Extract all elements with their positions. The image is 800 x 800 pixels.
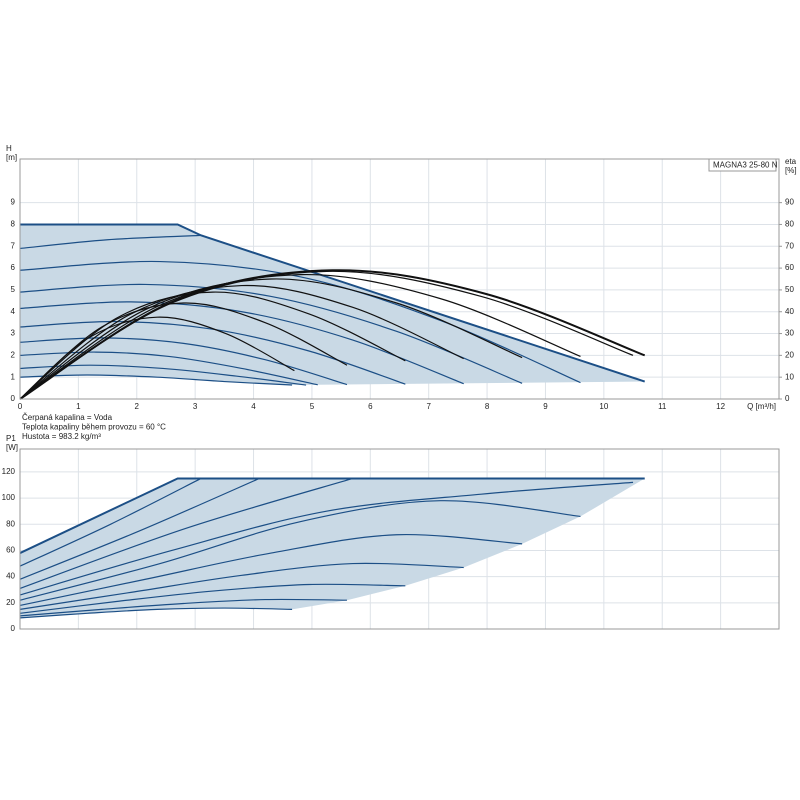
performance-curve bbox=[19, 607, 293, 619]
y2-axis-unit: [%] bbox=[785, 166, 797, 175]
y2-tick-label: 0 bbox=[785, 394, 790, 403]
y2-tick-label: 30 bbox=[785, 329, 794, 338]
x-tick-label: 1 bbox=[76, 402, 81, 411]
performance-curve bbox=[19, 481, 634, 596]
x-tick-label: 11 bbox=[658, 402, 667, 411]
x-tick-label: 7 bbox=[426, 402, 431, 411]
performance-curve bbox=[19, 477, 353, 589]
operating-area bbox=[20, 478, 645, 618]
y-tick-label: 9 bbox=[11, 198, 16, 207]
y2-tick-label: 40 bbox=[785, 307, 794, 316]
y2-tick-label: 20 bbox=[785, 350, 794, 359]
model-label: MAGNA3 25-80 N bbox=[713, 161, 778, 170]
y2-tick-label: 90 bbox=[785, 198, 794, 207]
y-tick-label: 5 bbox=[11, 285, 16, 294]
plot-frame bbox=[19, 448, 780, 630]
efficiency-curve bbox=[19, 278, 523, 400]
efficiency-curve bbox=[19, 269, 646, 400]
y2-axis-label: eta bbox=[785, 157, 797, 166]
y-tick-label: 40 bbox=[6, 572, 15, 581]
y2-tick-label: 80 bbox=[785, 220, 794, 229]
performance-curve bbox=[19, 477, 645, 554]
x-tick-label: 12 bbox=[716, 402, 725, 411]
y-axis-unit: [m] bbox=[6, 153, 17, 162]
y-tick-label: 100 bbox=[2, 493, 16, 502]
performance-curve bbox=[19, 583, 406, 614]
y-tick-label: 6 bbox=[11, 263, 16, 272]
y-axis-unit: [W] bbox=[6, 443, 18, 452]
performance-curve bbox=[19, 533, 523, 607]
y-tick-label: 120 bbox=[2, 467, 16, 476]
y2-tick-label: 50 bbox=[785, 285, 794, 294]
model-box bbox=[708, 158, 777, 172]
y-tick-label: 4 bbox=[11, 307, 16, 316]
y-tick-label: 60 bbox=[6, 546, 15, 555]
y-tick-label: 7 bbox=[11, 241, 16, 250]
x-axis-label: Q [m³/h] bbox=[747, 402, 776, 411]
performance-curve bbox=[20, 223, 646, 383]
performance-curve bbox=[19, 477, 260, 580]
y2-tick-label: 60 bbox=[785, 263, 794, 272]
operating-area bbox=[20, 224, 645, 386]
performance-curve bbox=[19, 260, 581, 384]
performance-curve bbox=[19, 337, 348, 386]
y-tick-label: 0 bbox=[11, 394, 16, 403]
x-tick-label: 3 bbox=[193, 402, 198, 411]
y-tick-label: 8 bbox=[11, 220, 16, 229]
y-axis-label: H bbox=[6, 144, 12, 153]
x-tick-label: 4 bbox=[251, 402, 256, 411]
efficiency-curve bbox=[19, 302, 348, 400]
performance-curve bbox=[19, 477, 202, 567]
x-tick-label: 10 bbox=[599, 402, 608, 411]
y-tick-label: 0 bbox=[11, 624, 16, 633]
y-tick-label: 20 bbox=[6, 598, 15, 607]
annotation: Hustota = 983.2 kg/m³ bbox=[22, 432, 101, 441]
performance-curve bbox=[19, 283, 523, 384]
efficiency-curve bbox=[19, 284, 464, 400]
y-tick-label: 1 bbox=[11, 372, 16, 381]
performance-curve bbox=[19, 598, 347, 617]
y-tick-label: 80 bbox=[6, 519, 15, 528]
plot-frame bbox=[19, 158, 780, 400]
x-tick-label: 9 bbox=[543, 402, 548, 411]
performance-curve bbox=[19, 234, 202, 250]
efficiency-curve bbox=[19, 274, 581, 400]
x-tick-label: 0 bbox=[18, 402, 23, 411]
performance-curve bbox=[19, 374, 293, 386]
performance-curve bbox=[19, 562, 464, 610]
annotation: Teplota kapaliny během provozu = 60 °C bbox=[22, 423, 166, 432]
x-tick-label: 8 bbox=[485, 402, 490, 411]
y2-tick-label: 10 bbox=[785, 372, 794, 381]
x-tick-label: 6 bbox=[368, 402, 373, 411]
y-axis-label: P1 bbox=[6, 434, 16, 443]
x-tick-label: 5 bbox=[310, 402, 315, 411]
x-tick-label: 2 bbox=[135, 402, 140, 411]
performance-curve bbox=[19, 500, 581, 601]
efficiency-curve bbox=[19, 291, 406, 400]
y-tick-label: 2 bbox=[11, 350, 16, 359]
annotation: Čerpaná kapalina = Voda bbox=[22, 413, 113, 422]
y2-tick-label: 70 bbox=[785, 241, 794, 250]
y-tick-label: 3 bbox=[11, 329, 16, 338]
performance-curve bbox=[19, 301, 464, 385]
